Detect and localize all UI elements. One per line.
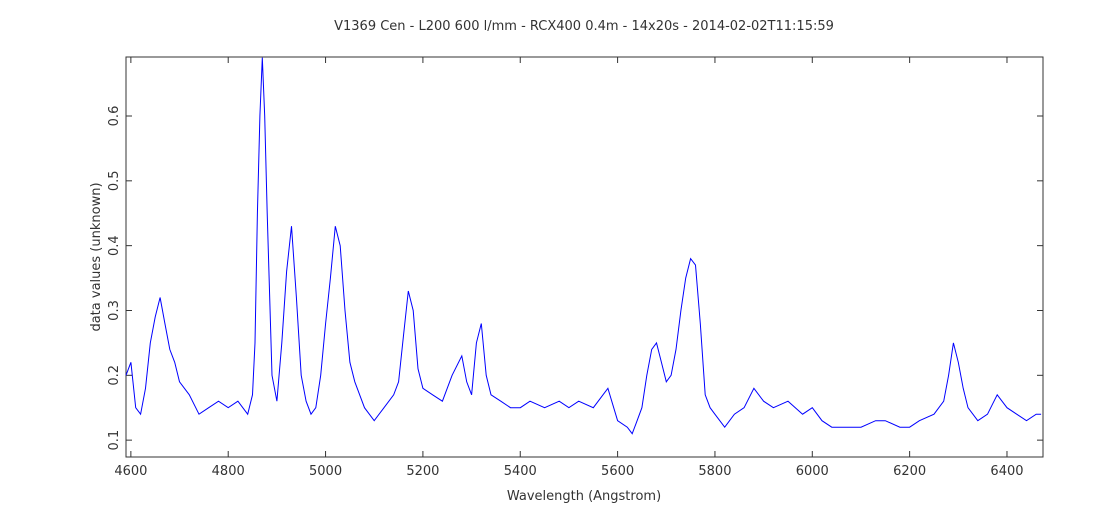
x-tick-label: 5600 xyxy=(601,464,634,479)
y-tick-label: 0.3 xyxy=(107,300,122,321)
y-tick-label: 0.4 xyxy=(107,235,122,256)
y-tick-label: 0.6 xyxy=(107,106,122,127)
x-tick-label: 5200 xyxy=(406,464,439,479)
y-tick-label: 0.2 xyxy=(107,365,122,386)
x-tick-label: 5800 xyxy=(698,464,731,479)
x-tick-label: 5400 xyxy=(504,464,537,479)
x-tick-label: 4800 xyxy=(212,464,245,479)
x-tick-label: 6400 xyxy=(990,464,1023,479)
y-tick-label: 0.5 xyxy=(107,170,122,191)
x-tick-label: 6200 xyxy=(893,464,926,479)
spectrum-line xyxy=(125,57,1042,435)
x-tick-label: 5000 xyxy=(309,464,342,479)
x-tick-label: 6000 xyxy=(796,464,829,479)
x-axis-label: Wavelength (Angstrom) xyxy=(507,489,661,504)
y-axis-label: data values (unknown) xyxy=(89,182,104,331)
y-tick-label: 0.1 xyxy=(107,430,122,451)
x-tick-label: 4600 xyxy=(114,464,147,479)
plot-frame xyxy=(125,56,1044,458)
chart-title: V1369 Cen - L200 600 l/mm - RCX400 0.4m … xyxy=(334,19,834,34)
